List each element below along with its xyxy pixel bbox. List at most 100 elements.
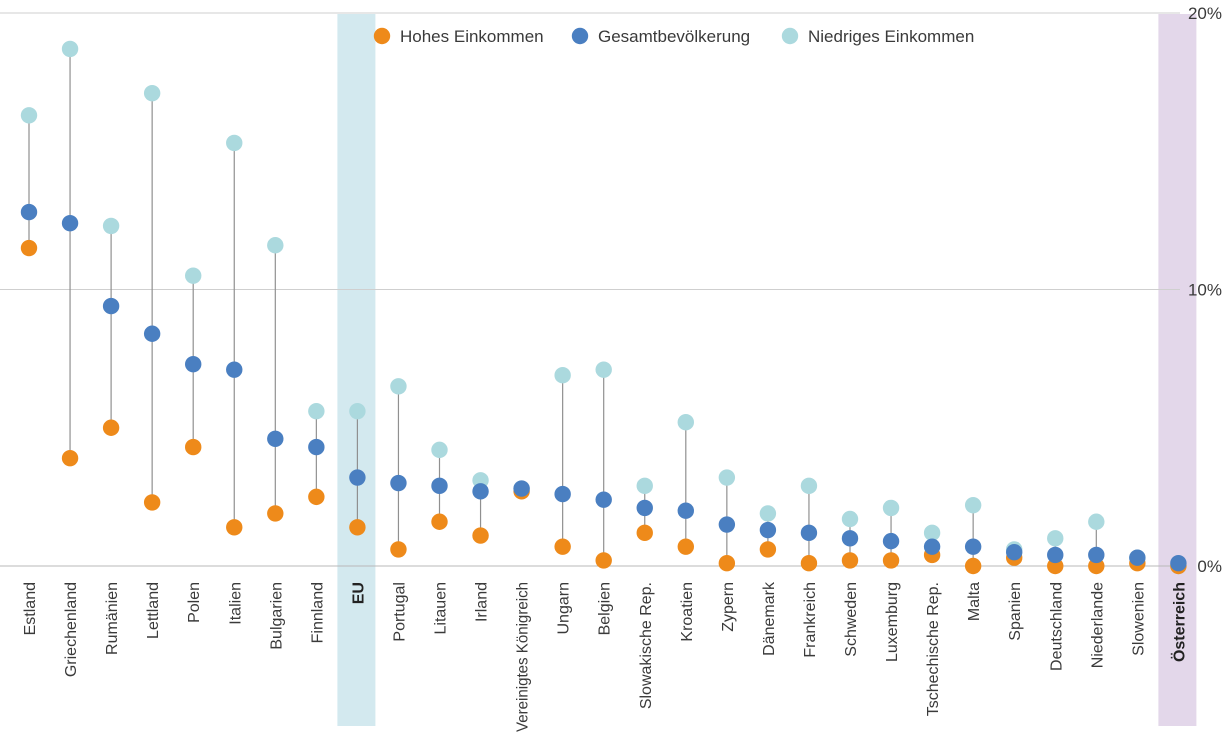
low-income-point-belgien [595,361,612,378]
total-population-point-kroatien [677,502,694,519]
legend-label: Hohes Einkommen [400,27,544,46]
high-income-point-irland [472,527,489,544]
total-population-point-spanien [1006,543,1023,561]
legend: Hohes Einkommen Gesamtbevölkerung Niedrige… [373,27,974,46]
x-tick-label-portugal: Portugal [391,582,408,642]
highlight-band-eu [337,14,376,726]
high-income-point-kroatien [677,538,694,555]
x-tick-label-deutschland: Deutschland [1048,582,1065,671]
total-population-point-belgien [595,491,612,508]
high-income-point-slowakische-rep [636,524,653,542]
x-axis-labels: Estland Griechenland Rumänien Lettland Polen… [22,581,1188,732]
total-population-point-malta [964,538,982,555]
low-income-point-schweden [841,510,859,528]
total-population-point-rumaenien [102,297,120,315]
total-population-point-slowenien [1129,549,1146,566]
low-income-point-slowakische-rep [636,477,653,495]
total-population-point-eu [349,469,366,486]
x-tick-label-oesterreich: Österreich [1169,582,1188,662]
y-tick-label: 10% [1188,281,1222,300]
x-tick-label-irland: Irland [474,582,491,622]
low-income-point-bulgarien [267,237,284,254]
low-income-point-malta [964,496,982,514]
high-income-point-zypern [718,555,736,572]
x-tick-label-kroatien: Kroatien [679,582,696,642]
x-tick-label-rumaenien: Rumänien [104,582,121,655]
x-tick-label-slowenien: Slowenien [1130,582,1147,656]
high-income-point-portugal [390,541,407,558]
high-income-point-daenemark [759,541,777,558]
high-income-point-litauen [431,513,448,530]
legend-label: Niedriges Einkommen [808,27,974,46]
x-tick-label-luxemburg: Luxemburg [884,582,901,662]
low-income-point-ungarn [554,367,571,384]
x-tick-label-eu: EU [350,582,367,604]
total-population-point-polen [185,355,202,373]
total-population-point-niederlande [1088,546,1105,564]
x-tick-label-estland: Estland [22,582,39,635]
x-tick-label-schweden: Schweden [843,582,860,657]
high-income-point-finnland [308,488,325,506]
high-income-point-schweden [841,552,859,569]
total-population-point-frankreich [800,524,818,542]
high-income-point-frankreich [800,555,818,572]
total-population-point-ungarn [554,485,571,503]
total-population-point-estland [20,203,38,221]
x-tick-label-zypern: Zypern [720,582,737,632]
high-income-point-polen [185,438,202,456]
legend-item-low-income: Niedriges Einkommen [781,27,974,46]
total-population-point-zypern [718,516,736,533]
x-tick-label-tschechische-rep: Tschechische Rep. [925,582,942,716]
high-income-point-belgien [595,552,612,569]
legend-label: Gesamtbevölkerung [598,27,750,46]
highlight-bands [337,14,1197,726]
total-population-point-tschechische-rep [923,538,941,555]
low-income-point-portugal [390,378,407,395]
low-income-point-deutschland [1047,530,1064,547]
total-population-point-portugal [390,474,407,492]
total-population-point-slowakische-rep [636,499,653,517]
high-income-point-eu [349,519,366,536]
y-tick-label: 0% [1197,557,1222,576]
total-population-point-daenemark [759,521,777,539]
x-tick-label-litauen: Litauen [433,582,450,635]
high-income-point-luxemburg [882,552,900,569]
low-income-point-finnland [308,402,325,420]
low-income-point-lettland [143,84,161,102]
low-income-point-griechenland [61,40,79,58]
legend-item-high-income: Hohes Einkommen [373,27,544,46]
low-income-point-luxemburg [882,499,900,517]
y-tick-label: 20% [1188,4,1222,23]
total-population-point-deutschland [1047,546,1064,564]
low-income-point-litauen [431,441,448,459]
x-tick-label-bulgarien: Bulgarien [268,582,285,650]
legend-marker [571,27,589,45]
low-income-point-niederlande [1088,513,1105,530]
x-tick-label-daenemark: Dänemark [761,581,778,656]
high-income-point-ungarn [554,538,571,555]
highlight-band-oesterreich [1158,14,1197,726]
low-income-point-kroatien [677,414,694,431]
low-income-point-eu [349,402,366,420]
high-income-point-italien [226,519,243,536]
high-income-point-rumaenien [102,419,120,436]
low-income-point-tschechische-rep [923,524,941,542]
x-tick-label-polen: Polen [186,582,203,623]
total-population-point-italien [226,361,243,378]
x-tick-label-vereinigtes-koenigreich: Vereinigtes Königreich [515,582,532,732]
x-tick-label-spanien: Spanien [1007,582,1024,641]
total-population-point-oesterreich [1170,555,1187,572]
total-population-point-lettland [143,325,161,342]
x-tick-label-frankreich: Frankreich [802,582,819,658]
high-income-point-bulgarien [267,505,284,522]
low-income-point-rumaenien [102,217,120,235]
x-tick-label-niederlande: Niederlande [1089,582,1106,668]
total-population-point-irland [472,483,489,500]
x-tick-label-ungarn: Ungarn [556,582,573,634]
x-tick-label-italien: Italien [227,582,244,625]
x-tick-label-finnland: Finnland [309,582,326,643]
y-axis-ticks: 0% 10% 20% [1188,4,1222,576]
high-income-point-lettland [143,494,161,511]
